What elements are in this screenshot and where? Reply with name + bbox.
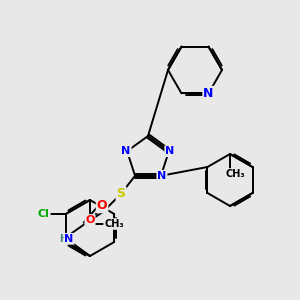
Text: O: O	[85, 215, 95, 225]
Text: O: O	[97, 199, 107, 212]
Text: N: N	[157, 171, 167, 181]
Text: CH₃: CH₃	[104, 219, 124, 229]
Text: CH₃: CH₃	[225, 169, 245, 179]
Text: Cl: Cl	[38, 209, 50, 219]
Text: N: N	[64, 234, 74, 244]
Text: S: S	[117, 187, 126, 200]
Text: N: N	[203, 87, 214, 100]
Text: N: N	[122, 146, 131, 156]
Text: H: H	[59, 234, 67, 244]
Text: N: N	[165, 146, 175, 156]
